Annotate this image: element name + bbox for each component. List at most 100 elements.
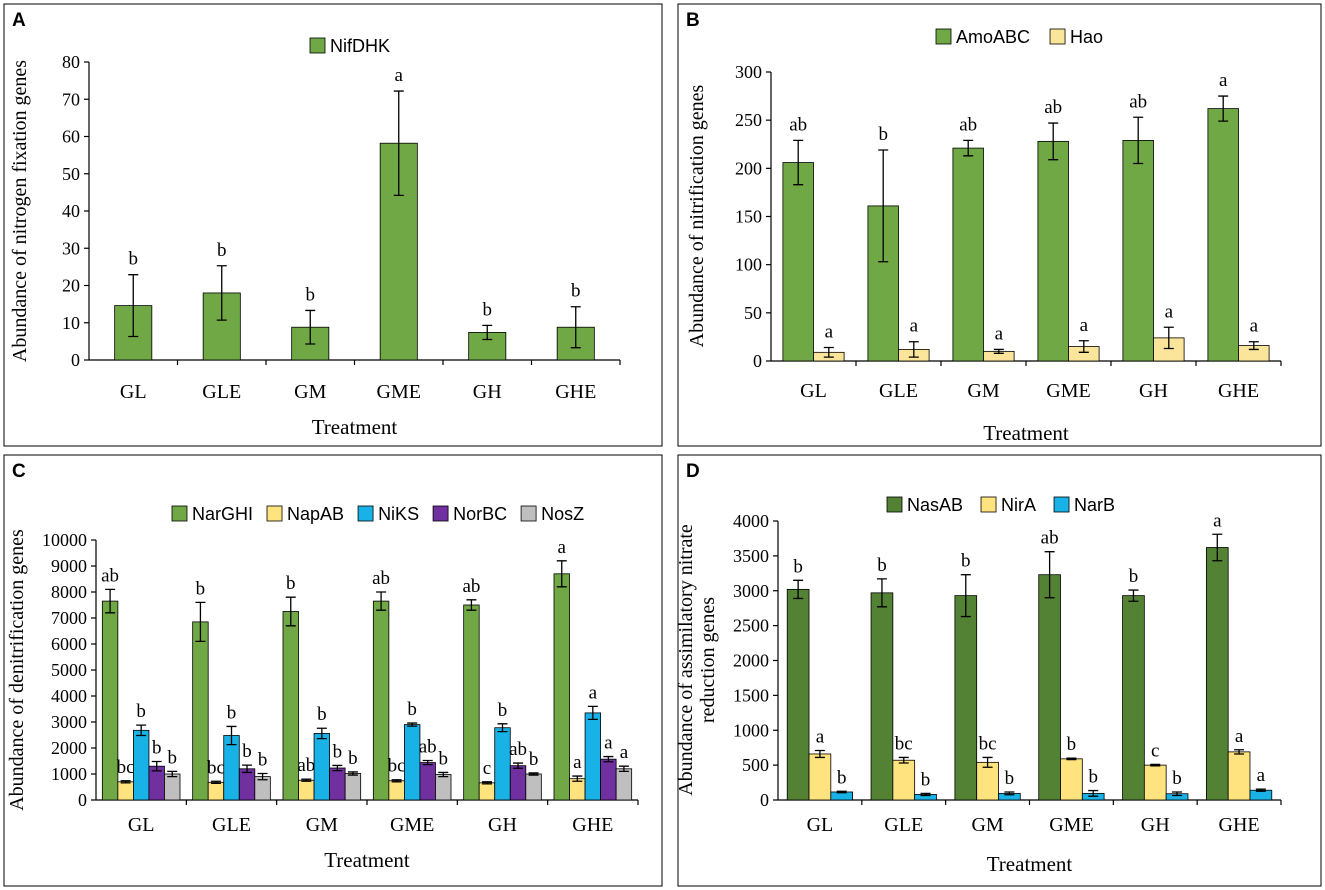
significance-label: a <box>1257 765 1266 786</box>
legend-swatch-amoabc <box>935 28 952 45</box>
significance-label: b <box>306 284 316 305</box>
legend-label-napab: NapAB <box>287 504 344 524</box>
legend-swatch-norbc <box>432 505 449 522</box>
x-tick-label: GLE <box>202 381 241 403</box>
significance-label: ab <box>789 114 807 135</box>
bar-napab-gle <box>207 781 225 801</box>
error-bar <box>285 596 296 627</box>
error-bar <box>1048 122 1059 161</box>
legend-swatch-nosz <box>520 505 537 522</box>
x-tick-label: GME <box>390 814 434 836</box>
significance-label: b <box>129 249 139 270</box>
error-bar <box>316 727 327 740</box>
significance-label: b <box>152 738 162 759</box>
legend-label-nasab: NasAB <box>907 495 963 515</box>
y-tick-label: 300 <box>735 62 762 82</box>
bar-amoabc-gh <box>1122 139 1154 362</box>
significance-label: a <box>558 537 567 558</box>
bar-nasab-gl <box>786 588 810 801</box>
y-axis-title: Abundance of nitrification genes <box>686 84 708 347</box>
x-axis-title: Treatment <box>312 415 398 439</box>
bar-nira-gle <box>892 759 916 801</box>
x-tick-label: GL <box>800 380 827 402</box>
significance-label: b <box>837 767 847 788</box>
significance-label: a <box>825 322 834 343</box>
bar-napab-gm <box>298 779 315 801</box>
x-tick-label: GLE <box>879 380 918 402</box>
error-bar <box>963 139 974 157</box>
significance-label: b <box>877 555 887 576</box>
y-tick-label: 200 <box>735 158 762 178</box>
bar-nasab-ghe <box>1205 547 1229 801</box>
significance-label: ab <box>297 755 315 776</box>
bar-narghi-gm <box>282 611 299 801</box>
error-bar <box>1088 789 1099 797</box>
error-bar <box>793 139 804 186</box>
significance-label: bc <box>207 757 225 778</box>
significance-label: bc <box>388 756 406 777</box>
error-bar <box>513 762 524 769</box>
x-tick-label: GH <box>488 814 517 836</box>
significance-label: b <box>136 701 146 722</box>
bar-nosz-gm <box>344 773 362 801</box>
legend-swatch-nasab <box>886 496 903 513</box>
error-bar <box>210 780 221 785</box>
error-bar <box>120 780 131 784</box>
y-tick-label: 250 <box>735 110 762 130</box>
chart-panel-A: A 0 10 20 30 40 50 60 70 80 GL b GLE b GM b GME a GH b GHE b T… <box>3 3 663 447</box>
significance-label: a <box>816 726 825 747</box>
error-bar <box>1128 589 1139 602</box>
significance-label: b <box>1005 768 1015 789</box>
error-bar <box>1044 551 1055 599</box>
y-tick-label: 0 <box>753 351 762 371</box>
significance-label: ab <box>372 568 390 589</box>
x-axis-title: Treatment <box>324 848 410 872</box>
y-tick-label: 1000 <box>733 720 769 740</box>
error-bar <box>136 724 147 737</box>
error-bar <box>1218 95 1229 122</box>
bar-amoabc-gm <box>952 147 984 362</box>
error-bar <box>1004 791 1015 796</box>
bar-nosz-gl <box>164 773 181 801</box>
significance-label: b <box>333 741 343 762</box>
significance-label: ab <box>419 736 437 757</box>
y-tick-label: 8000 <box>51 582 87 602</box>
y-tick-label: 1500 <box>733 685 769 705</box>
significance-label: a <box>1250 316 1259 337</box>
bar-amoabc-gl <box>782 162 814 362</box>
significance-label: a <box>1165 301 1174 322</box>
panel-border <box>3 3 663 447</box>
bar-nasab-gm <box>954 595 978 801</box>
y-tick-label: 10000 <box>42 530 87 550</box>
bar-niks-gme <box>403 724 421 801</box>
bar-nira-gl <box>808 753 832 801</box>
significance-label: ab <box>1041 528 1059 549</box>
bar-amoabc-ghe <box>1207 108 1239 362</box>
error-bar <box>587 705 598 721</box>
significance-label: b <box>196 578 206 599</box>
legend-swatch-narghi <box>171 505 188 522</box>
bar-nasab-gle <box>870 592 894 801</box>
bar-napab-gl <box>117 781 134 801</box>
x-tick-label: GH <box>473 381 502 403</box>
bar-nosz-gme <box>435 774 452 801</box>
y-axis-title: reduction genes <box>697 597 719 723</box>
error-bar <box>347 771 358 776</box>
significance-label: c <box>483 758 491 779</box>
y-tick-label: 0 <box>71 350 80 370</box>
y-tick-label: 6000 <box>51 634 87 654</box>
error-bar <box>1133 116 1144 165</box>
error-bar <box>497 723 508 733</box>
bar-nosz-gh <box>525 773 542 801</box>
chart-panel-D: D05001000150020002500300035004000GLbabGL… <box>675 454 1322 887</box>
significance-label: ab <box>462 576 480 597</box>
significance-label: ab <box>1044 97 1062 118</box>
y-tick-label: 80 <box>62 52 80 72</box>
y-tick-label: 20 <box>62 276 80 296</box>
y-tick-label: 10 <box>62 313 80 333</box>
legend-swatch-nira <box>980 496 997 513</box>
y-tick-label: 9000 <box>51 556 87 576</box>
chart-panel-B: B 0 50 100 150 200 250 300 GL ab a GLE b a GM ab a GME ab a… <box>677 3 1322 447</box>
legend: NarGHI NapAB NiKS NorBC NosZ <box>171 504 584 524</box>
